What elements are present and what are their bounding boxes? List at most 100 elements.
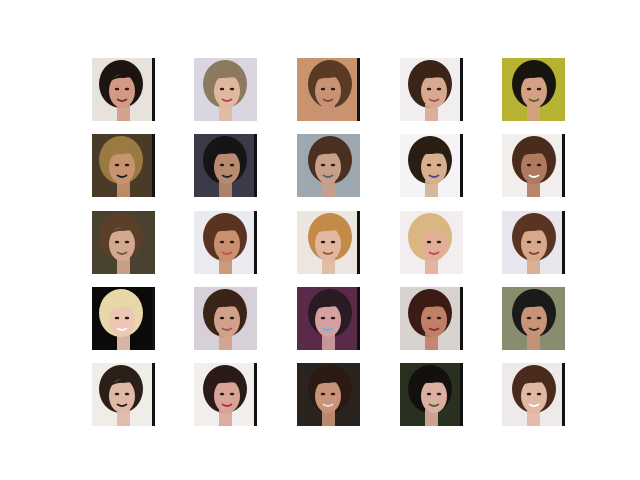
face-image: [502, 211, 565, 274]
hair-fringe: [109, 73, 139, 82]
edge-artifact: [460, 363, 463, 426]
face-image: [194, 58, 257, 121]
left-eye: [320, 316, 326, 320]
mouth: [221, 403, 233, 407]
hair-fringe: [211, 73, 241, 82]
mouth: [322, 251, 334, 255]
neck-shape: [117, 104, 130, 121]
hair-fringe: [314, 378, 344, 387]
right-eye: [330, 316, 336, 320]
hair-fringe: [109, 378, 139, 387]
neck-shape: [322, 409, 335, 426]
left-eye: [219, 392, 225, 396]
face-shape: [109, 74, 135, 108]
edge-artifact: [254, 363, 257, 426]
right-eye: [536, 87, 542, 91]
mouth: [528, 251, 540, 255]
right-eye: [330, 240, 336, 244]
right-eye: [436, 316, 442, 320]
mouth: [528, 174, 540, 178]
hair-fringe: [109, 302, 139, 311]
hair-fringe: [417, 378, 447, 387]
face-image: [297, 287, 360, 350]
edge-artifact: [357, 58, 360, 121]
left-eye: [219, 240, 225, 244]
left-eye: [320, 240, 326, 244]
face-shape: [315, 379, 341, 413]
mouth: [116, 98, 128, 102]
neck-shape: [527, 257, 540, 274]
mouth: [116, 174, 128, 178]
mouth: [428, 251, 440, 255]
face-image: [502, 58, 565, 121]
face-image: [92, 58, 155, 121]
hair-fringe: [211, 226, 241, 235]
face-image: [297, 134, 360, 197]
right-eye: [436, 240, 442, 244]
face-image: [92, 287, 155, 350]
generated-face-1-5: [502, 58, 565, 121]
generated-face-4-1: [92, 287, 155, 350]
face-image: [194, 287, 257, 350]
face-image: [194, 363, 257, 426]
left-eye: [526, 392, 532, 396]
mouth: [116, 251, 128, 255]
face-image: [400, 58, 463, 121]
face-image: [92, 134, 155, 197]
face-shape: [421, 303, 447, 337]
mouth: [428, 327, 440, 331]
generated-face-3-5: [502, 211, 565, 274]
left-eye: [526, 163, 532, 167]
mouth: [528, 403, 540, 407]
face-image: [194, 134, 257, 197]
face-image: [502, 363, 565, 426]
edge-artifact: [562, 363, 565, 426]
left-eye: [526, 316, 532, 320]
mouth: [528, 98, 540, 102]
edge-artifact: [152, 58, 155, 121]
generated-face-4-2: [194, 287, 257, 350]
right-eye: [330, 87, 336, 91]
generated-face-5-4: [400, 363, 463, 426]
neck-shape: [219, 409, 232, 426]
mouth: [221, 327, 233, 331]
face-image: [297, 58, 360, 121]
face-shape: [315, 303, 341, 337]
hair-fringe: [314, 149, 344, 158]
face-shape: [109, 303, 135, 337]
hair-fringe: [519, 226, 549, 235]
right-eye: [229, 87, 235, 91]
generated-face-4-5: [502, 287, 565, 350]
left-eye: [426, 240, 432, 244]
face-shape: [214, 74, 240, 108]
right-eye: [436, 87, 442, 91]
generated-face-2-1: [92, 134, 155, 197]
face-shape: [214, 303, 240, 337]
edge-artifact: [562, 134, 565, 197]
neck-shape: [425, 257, 438, 274]
edge-artifact: [460, 134, 463, 197]
right-eye: [330, 392, 336, 396]
face-shape: [214, 150, 240, 184]
edge-artifact: [254, 134, 257, 197]
generated-face-2-2: [194, 134, 257, 197]
left-eye: [219, 163, 225, 167]
right-eye: [124, 163, 130, 167]
left-eye: [426, 392, 432, 396]
face-shape: [315, 150, 341, 184]
right-eye: [229, 316, 235, 320]
right-eye: [229, 240, 235, 244]
edge-artifact: [152, 134, 155, 197]
generated-face-3-4: [400, 211, 463, 274]
hair-fringe: [519, 302, 549, 311]
face-shape: [421, 74, 447, 108]
right-eye: [124, 392, 130, 396]
face-shape: [109, 227, 135, 261]
neck-shape: [219, 104, 232, 121]
left-eye: [114, 240, 120, 244]
edge-artifact: [357, 287, 360, 350]
face-shape: [109, 379, 135, 413]
hair-fringe: [417, 73, 447, 82]
neck-shape: [117, 409, 130, 426]
face-shape: [315, 74, 341, 108]
